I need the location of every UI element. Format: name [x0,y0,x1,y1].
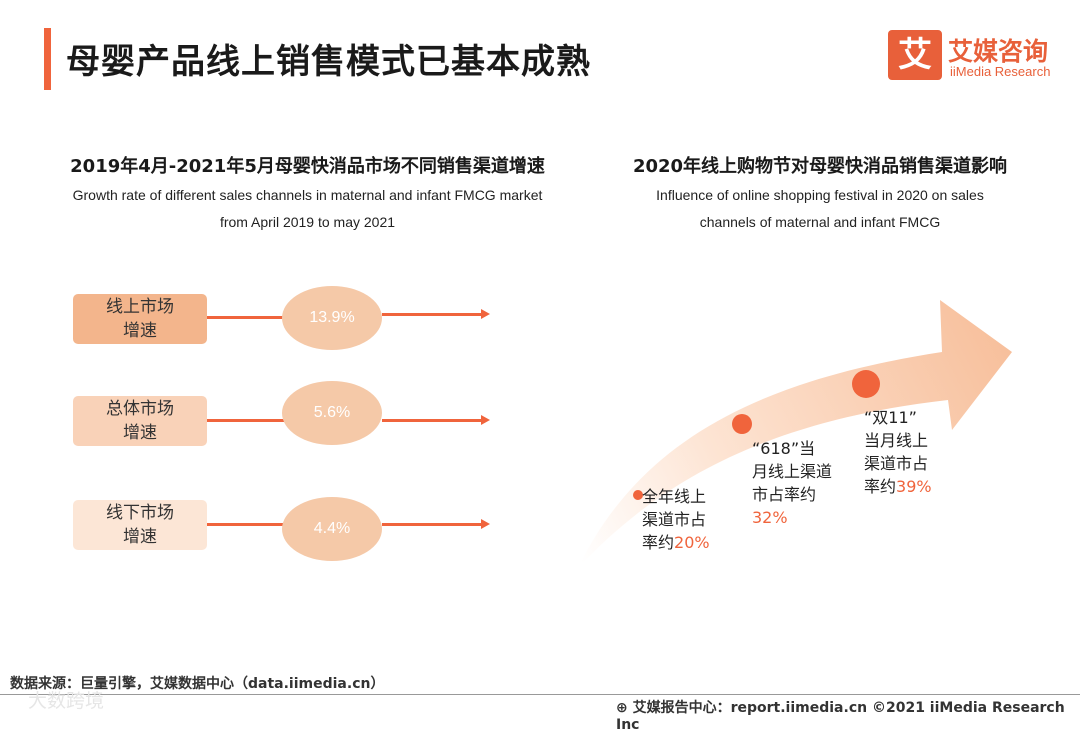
right-chart-title: 2020年线上购物节对母婴快消品销售渠道影响 [632,156,1008,177]
connector-line [207,419,285,422]
point-marker-618 [732,414,752,434]
row-label-line-2: 增速 [123,321,157,341]
row-label-line-2: 增速 [123,423,157,443]
point-marker-year [633,490,643,500]
right-chart-subtitle-1: Influence of online shopping festival in… [656,187,984,203]
point-label-line: 月线上渠道 [752,462,833,481]
arrow-right-icon [481,519,490,529]
point-label-618: “618”当 月线上渠道 市占率约 32% [752,437,832,529]
point-marker-double11 [852,370,880,398]
arrow-line [382,523,482,526]
point-label-prefix: 率约 [642,533,675,552]
point-label-line: 市占率约 [752,485,817,504]
curved-arrow-shape [578,300,1012,568]
row-label-total: 总体市场 增速 [73,396,207,446]
row-label-line-1: 线下市场 [106,503,174,523]
point-label-year: 全年线上 渠道市占 率约20% [642,485,710,554]
right-chart-subtitle-2: channels of maternal and infant FMCG [699,214,941,230]
data-source: 数据来源：巨量引擎，艾媒数据中心（data.iimedia.cn） [10,676,385,692]
value-oval-offline: 4.4% [282,497,382,561]
point-label-line: 渠道市占 [642,510,707,529]
iimedia-logo-icon: 艾 [888,30,942,80]
point-label-prefix: 率约 [864,477,897,496]
connector-line [207,316,285,319]
left-chart-title: 2019年4月-2021年5月母婴快消品市场不同销售渠道增速 [70,156,545,177]
arrow-right-icon [481,415,490,425]
footer-copyright: ⊕ 艾媒报告中心：report.iimedia.cn ©2021 iiMedia… [616,700,1065,733]
watermark-text: 大数跨境 [28,690,105,712]
point-label-line: 全年线上 [642,487,707,506]
point-value: 39% [896,477,932,496]
connector-line [207,523,285,526]
arrow-line [382,419,482,422]
point-label-line: 渠道市占 [864,454,929,473]
value-oval-online: 13.9% [282,286,382,350]
point-label-line: “双11” [864,408,917,427]
value-oval-total: 5.6% [282,381,382,445]
point-value: 32% [752,508,788,527]
point-label-line: 当月线上 [864,431,929,450]
logo-cn-text: 艾媒咨询 [948,37,1049,66]
left-chart-subtitle-2: from April 2019 to may 2021 [219,214,396,230]
left-chart-subtitle-1: Growth rate of different sales channels … [72,187,543,203]
arrow-line [382,313,482,316]
footer-divider [0,694,1080,695]
point-value: 20% [674,533,710,552]
logo-en-text: iiMedia Research [950,64,1051,79]
row-label-line-2: 增速 [123,527,157,547]
row-label-line-1: 总体市场 [106,399,174,419]
row-label-line-1: 线上市场 [106,297,174,317]
title-accent-bar [44,28,51,90]
row-label-online: 线上市场 增速 [73,294,207,344]
page-title: 母婴产品线上销售模式已基本成熟 [66,42,591,82]
point-label-line: “618”当 [752,439,816,458]
arrow-right-icon [481,309,490,319]
row-label-offline: 线下市场 增速 [73,500,207,550]
point-label-double11: “双11” 当月线上 渠道市占 率约39% [864,406,932,498]
